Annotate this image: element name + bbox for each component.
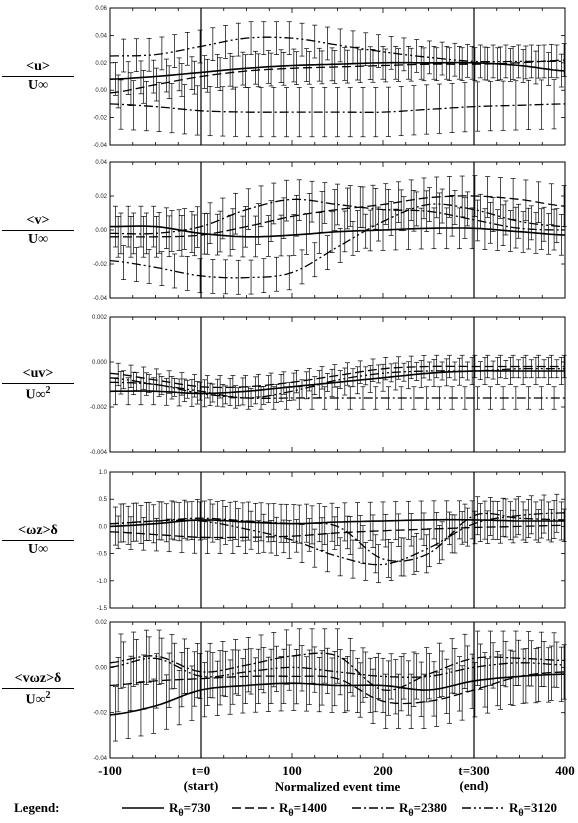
ylabel-numerator: <ωz>δ (2, 523, 74, 541)
ylabel-denominator: U∞ (2, 77, 74, 94)
x-tick-sublabel: (end) (460, 778, 489, 793)
panel-vwz: -0.04 -0.02 0.00 0.02 (93, 620, 566, 762)
series-Rθ=2380 (110, 180, 565, 254)
ylabel-denominator-exponent: 2 (46, 690, 51, 701)
series-Rθ=2380 (110, 372, 565, 410)
y-tick-label: 0.002 (92, 315, 108, 321)
y-tick-label: 0.00 (95, 228, 107, 234)
series-Rθ=3120 (110, 22, 565, 78)
x-tick-label: 200 (373, 763, 393, 778)
y-tick-label: -0.02 (93, 116, 107, 122)
ylabel-denominator: U∞ (2, 541, 74, 558)
ylabel-uv: <uv> U∞2 (2, 366, 74, 404)
ylabel-denominator-text: U∞ (25, 693, 45, 708)
ylabel-denominator: U∞2 (2, 384, 74, 404)
y-tick-label: -0.04 (93, 296, 107, 302)
legend-entry-label: Rθ=1400 (279, 800, 327, 819)
panel-v: -0.04 -0.02 0.00 0.02 0.04 (93, 160, 566, 302)
legend-entry-label: Rθ=730 (169, 800, 211, 819)
series-line (110, 63, 565, 80)
panel-wz: -1.5 -1.0 -0.5 0.0 0.5 1.0 (97, 470, 567, 612)
series-Rθ=2380 (110, 80, 565, 137)
ylabel-numerator: <vωz>δ (2, 671, 74, 689)
y-tick-label: -0.002 (90, 405, 108, 411)
legend: Legend: Rθ=730 Rθ=1400 Rθ=2380 Rθ=3120 (14, 800, 557, 819)
y-tick-label: 1.0 (99, 470, 108, 476)
ylabel-numerator: <v> (2, 213, 74, 231)
ylabel-denominator-text: U∞ (28, 78, 48, 93)
x-tick-label: t=300 (458, 763, 489, 778)
panel-uv: -0.004 -0.002 0.000 0.002 (90, 315, 567, 456)
y-tick-label: 0.02 (95, 61, 107, 67)
ylabel-denominator: U∞2 (2, 689, 74, 709)
y-tick-label: -0.5 (97, 552, 108, 558)
ylabel-numerator: <u> (2, 59, 74, 77)
series-Rθ=1400 (110, 509, 567, 554)
x-axis: -100 t=0(start) 100 200 t=300(end) 400 Normali… (98, 763, 575, 794)
ylabel-vwz: <vωz>δ U∞2 (2, 671, 74, 709)
ylabel-denominator: U∞ (2, 231, 74, 248)
y-tick-label: -0.04 (93, 756, 107, 762)
y-tick-label: 0.06 (95, 6, 107, 12)
y-tick-label: 0.04 (95, 33, 107, 39)
legend-prefix: Legend: (14, 800, 60, 815)
y-tick-label: -1.0 (97, 579, 108, 585)
ylabel-numerator: <uv> (2, 366, 74, 384)
series-Rθ=1400 (110, 355, 567, 398)
y-tick-label: 0.5 (99, 497, 108, 503)
y-tick-label: -0.04 (93, 143, 107, 149)
y-tick-label: 0.00 (95, 88, 107, 94)
ylabel-denominator-text: U∞ (28, 232, 48, 247)
series-Rθ=1400 (110, 44, 567, 108)
y-tick-label: -1.5 (97, 606, 108, 612)
x-tick-label: -100 (98, 763, 122, 778)
y-tick-label: 0.04 (95, 160, 107, 166)
x-tick-sublabel: (start) (184, 778, 219, 793)
ylabel-v: <v> U∞ (2, 213, 74, 248)
ylabel-denominator-text: U∞ (25, 387, 45, 402)
y-tick-label: -0.004 (90, 450, 108, 456)
legend-entry-label: Rθ=2380 (399, 800, 447, 819)
ylabel-denominator-text: U∞ (28, 542, 48, 557)
y-tick-label: 0.000 (92, 360, 108, 366)
panel-u: -0.04 -0.02 0.00 0.02 0.04 0.06 (93, 6, 566, 149)
legend-entry-label: Rθ=3120 (509, 800, 557, 819)
ylabel-denominator-exponent: 2 (46, 385, 51, 396)
series-Rθ=2380 (110, 497, 565, 578)
x-tick-label: 400 (555, 763, 575, 778)
y-tick-label: 0.0 (99, 524, 108, 530)
x-axis-label: Normalized event time (275, 779, 401, 794)
ylabel-wz: <ωz>δ U∞ (2, 523, 74, 558)
y-tick-label: -0.02 (93, 711, 107, 717)
x-tick-label: 100 (282, 763, 302, 778)
y-tick-label: 0.00 (95, 665, 107, 671)
x-tick-label: t=0 (192, 763, 210, 778)
y-tick-label: -0.02 (93, 262, 107, 268)
ylabel-u: <u> U∞ (2, 59, 74, 94)
y-tick-label: 0.02 (95, 194, 107, 200)
y-tick-label: 0.02 (95, 620, 107, 626)
